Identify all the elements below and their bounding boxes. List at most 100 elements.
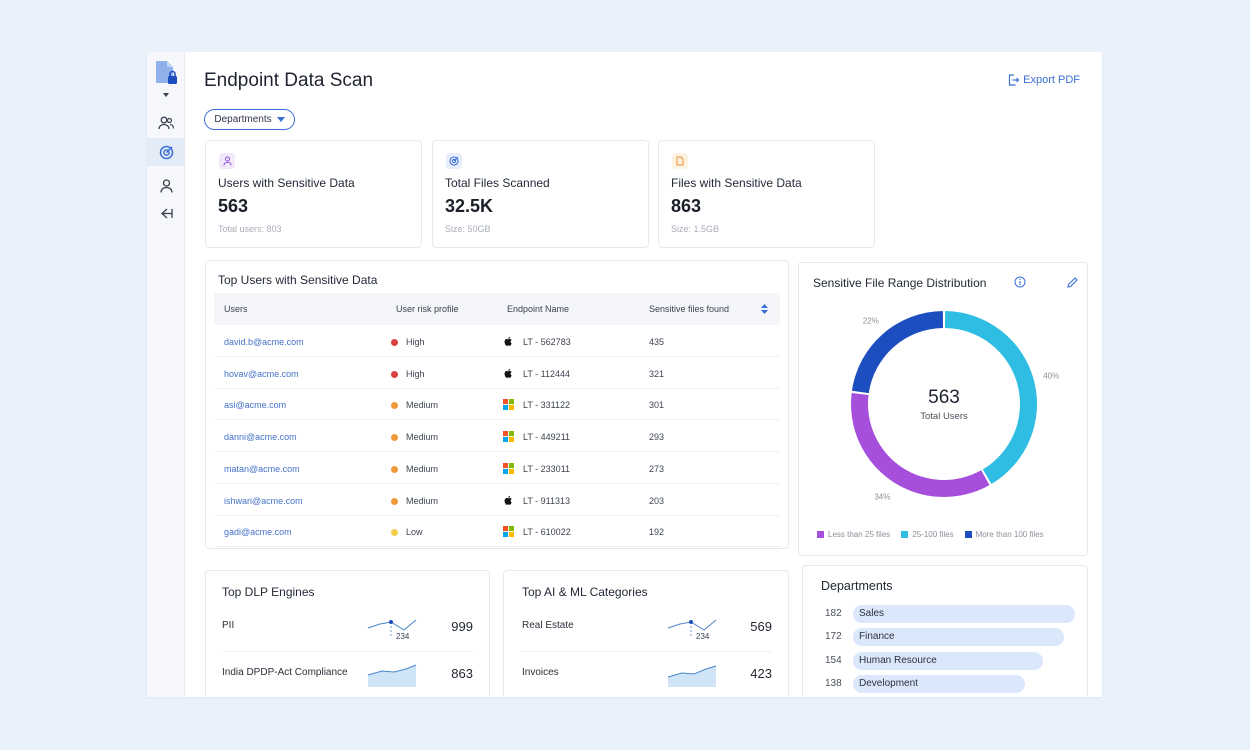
card-title: Top AI & ML Categories xyxy=(522,585,648,599)
table-row[interactable]: asi@acme.com Medium LT - 331122 301 xyxy=(214,388,780,421)
risk-dot xyxy=(391,497,398,505)
chart-legend: Less than 25 files 25-100 files More than … xyxy=(817,525,1055,543)
legend-swatch xyxy=(901,531,909,538)
edit-icon[interactable] xyxy=(1067,277,1078,288)
legend-item[interactable]: More than 100 files xyxy=(964,530,1044,539)
risk-dot xyxy=(391,434,398,442)
apple-icon xyxy=(504,336,512,346)
user-email-link[interactable]: hovav@acme.com xyxy=(224,368,299,379)
user-icon[interactable] xyxy=(147,176,185,196)
export-icon xyxy=(1009,74,1020,86)
risk-label: Medium xyxy=(406,463,439,474)
stat-value: 32.5K xyxy=(445,196,494,216)
stat-label: Users with Sensitive Data xyxy=(218,176,355,190)
export-pdf-button[interactable]: Export PDF xyxy=(1008,74,1080,86)
risk-label: Medium xyxy=(406,495,439,506)
donut-slice[interactable] xyxy=(851,311,944,394)
nav-rail xyxy=(147,52,185,697)
column-header-files[interactable]: Sensitive files found xyxy=(649,304,730,314)
sensitive-files-count: 321 xyxy=(649,368,665,379)
legend-swatch xyxy=(817,531,824,538)
donut-slice[interactable] xyxy=(944,311,1037,484)
apple-icon xyxy=(504,368,512,378)
legend-label: Less than 25 files xyxy=(828,530,891,539)
department-count: 182 xyxy=(825,608,842,619)
endpoint-cell: LT - 449211 xyxy=(503,431,570,443)
user-email-link[interactable]: david.b@acme.com xyxy=(224,337,304,347)
sparkline: 234 xyxy=(667,619,717,641)
app-logo[interactable] xyxy=(147,58,185,88)
card-title: Sensitive File Range Distribution xyxy=(813,276,987,290)
engine-name: PII xyxy=(222,620,235,631)
risk-dot xyxy=(391,465,398,473)
table-row[interactable]: david.b@acme.com High LT - 562783 435 xyxy=(214,325,780,357)
stat-value: 563 xyxy=(218,196,249,216)
legend-item[interactable]: Less than 25 files xyxy=(817,530,890,539)
list-item[interactable]: Real Estate 234 569 xyxy=(522,604,772,649)
sensitive-files-count: 293 xyxy=(649,432,665,443)
department-bar: Development xyxy=(853,674,1025,693)
slice-percent-label: 22% xyxy=(863,317,879,326)
department-bar: Finance xyxy=(853,628,1064,647)
sparkline-marker: 234 xyxy=(396,632,410,641)
scan-radar-icon[interactable] xyxy=(147,138,185,166)
users-icon[interactable] xyxy=(147,113,185,133)
table-row[interactable]: matan@acme.com Medium LT - 233011 273 xyxy=(214,452,780,484)
user-email-link[interactable]: ishwari@acme.com xyxy=(224,495,303,506)
sparkline-marker: 234 xyxy=(696,632,710,641)
table-row[interactable]: hovav@acme.com High LT - 112444 321 xyxy=(214,357,780,389)
sensitive-files-count: 435 xyxy=(649,337,665,347)
endpoint-name: LT - 112444 xyxy=(523,368,571,379)
sensitive-files-count: 192 xyxy=(649,527,665,538)
divider xyxy=(522,651,772,652)
list-item[interactable]: PII 234 999 xyxy=(222,604,473,649)
windows-icon xyxy=(503,526,514,538)
category-value: 423 xyxy=(750,666,772,681)
sensitive-files-count: 273 xyxy=(649,463,665,474)
user-email-link[interactable]: asi@acme.com xyxy=(224,400,287,411)
distribution-card: Sensitive File Range Distribution 40% 34%… xyxy=(798,262,1088,556)
table-row[interactable]: danni@acme.com Medium LT - 449211 293 xyxy=(214,420,780,453)
endpoint-name: LT - 331122 xyxy=(523,400,571,411)
endpoint-cell: LT - 562783 xyxy=(503,336,571,347)
legend-item[interactable]: 25-100 files xyxy=(901,530,954,539)
chevron-down-icon[interactable] xyxy=(147,90,185,100)
risk-cell: Medium xyxy=(391,464,438,474)
list-item[interactable]: India DPDP-Act Compliance 863 xyxy=(222,651,473,696)
windows-icon xyxy=(503,399,514,411)
table-row[interactable]: gadi@acme.com Low LT - 610022 192 xyxy=(214,515,780,548)
column-header-risk[interactable]: User risk profile xyxy=(396,304,459,314)
table-row[interactable]: ishwari@acme.com Medium LT - 911313 203 xyxy=(214,484,780,516)
top-users-card: Top Users with Sensitive Data Users User… xyxy=(205,260,789,549)
category-value: 569 xyxy=(750,619,772,634)
risk-cell: High xyxy=(391,369,425,379)
user-email-link[interactable]: gadi@acme.com xyxy=(224,527,292,538)
endpoint-cell: LT - 233011 xyxy=(503,462,571,474)
endpoint-name: LT - 233011 xyxy=(523,463,571,474)
user-email-link[interactable]: danni@acme.com xyxy=(224,432,297,443)
filter-label: Departments xyxy=(214,114,272,125)
risk-cell: Low xyxy=(391,527,423,537)
user-email-link[interactable]: matan@acme.com xyxy=(224,463,300,474)
departments-filter[interactable]: Departments xyxy=(204,109,295,130)
risk-cell: High xyxy=(391,337,425,347)
donut-chart: 40% 34% 22% 563 Total Users xyxy=(851,311,1059,501)
sort-icon[interactable] xyxy=(761,304,768,314)
center-value: 563 xyxy=(928,387,960,408)
risk-cell: Medium xyxy=(391,432,438,442)
center-label: Total Users xyxy=(920,411,968,422)
collapse-icon[interactable] xyxy=(147,204,185,222)
stat-card-users: Users with Sensitive Data 563 Total user… xyxy=(205,140,422,248)
card-title: Departments xyxy=(821,579,893,593)
stat-subtext: Size: 1.5GB xyxy=(671,224,720,234)
radar-icon xyxy=(446,153,462,169)
stat-subtext: Size: 50GB xyxy=(445,224,491,234)
endpoint-cell: LT - 610022 xyxy=(503,526,571,538)
list-item[interactable]: Invoices 423 xyxy=(522,651,772,696)
column-header-endpoint[interactable]: Endpoint Name xyxy=(507,304,570,314)
legend-label: 25-100 files xyxy=(912,530,954,539)
risk-label: Medium xyxy=(406,400,439,411)
info-icon[interactable] xyxy=(1014,276,1026,288)
donut-slice[interactable] xyxy=(851,393,990,497)
column-header-users[interactable]: Users xyxy=(224,304,248,314)
